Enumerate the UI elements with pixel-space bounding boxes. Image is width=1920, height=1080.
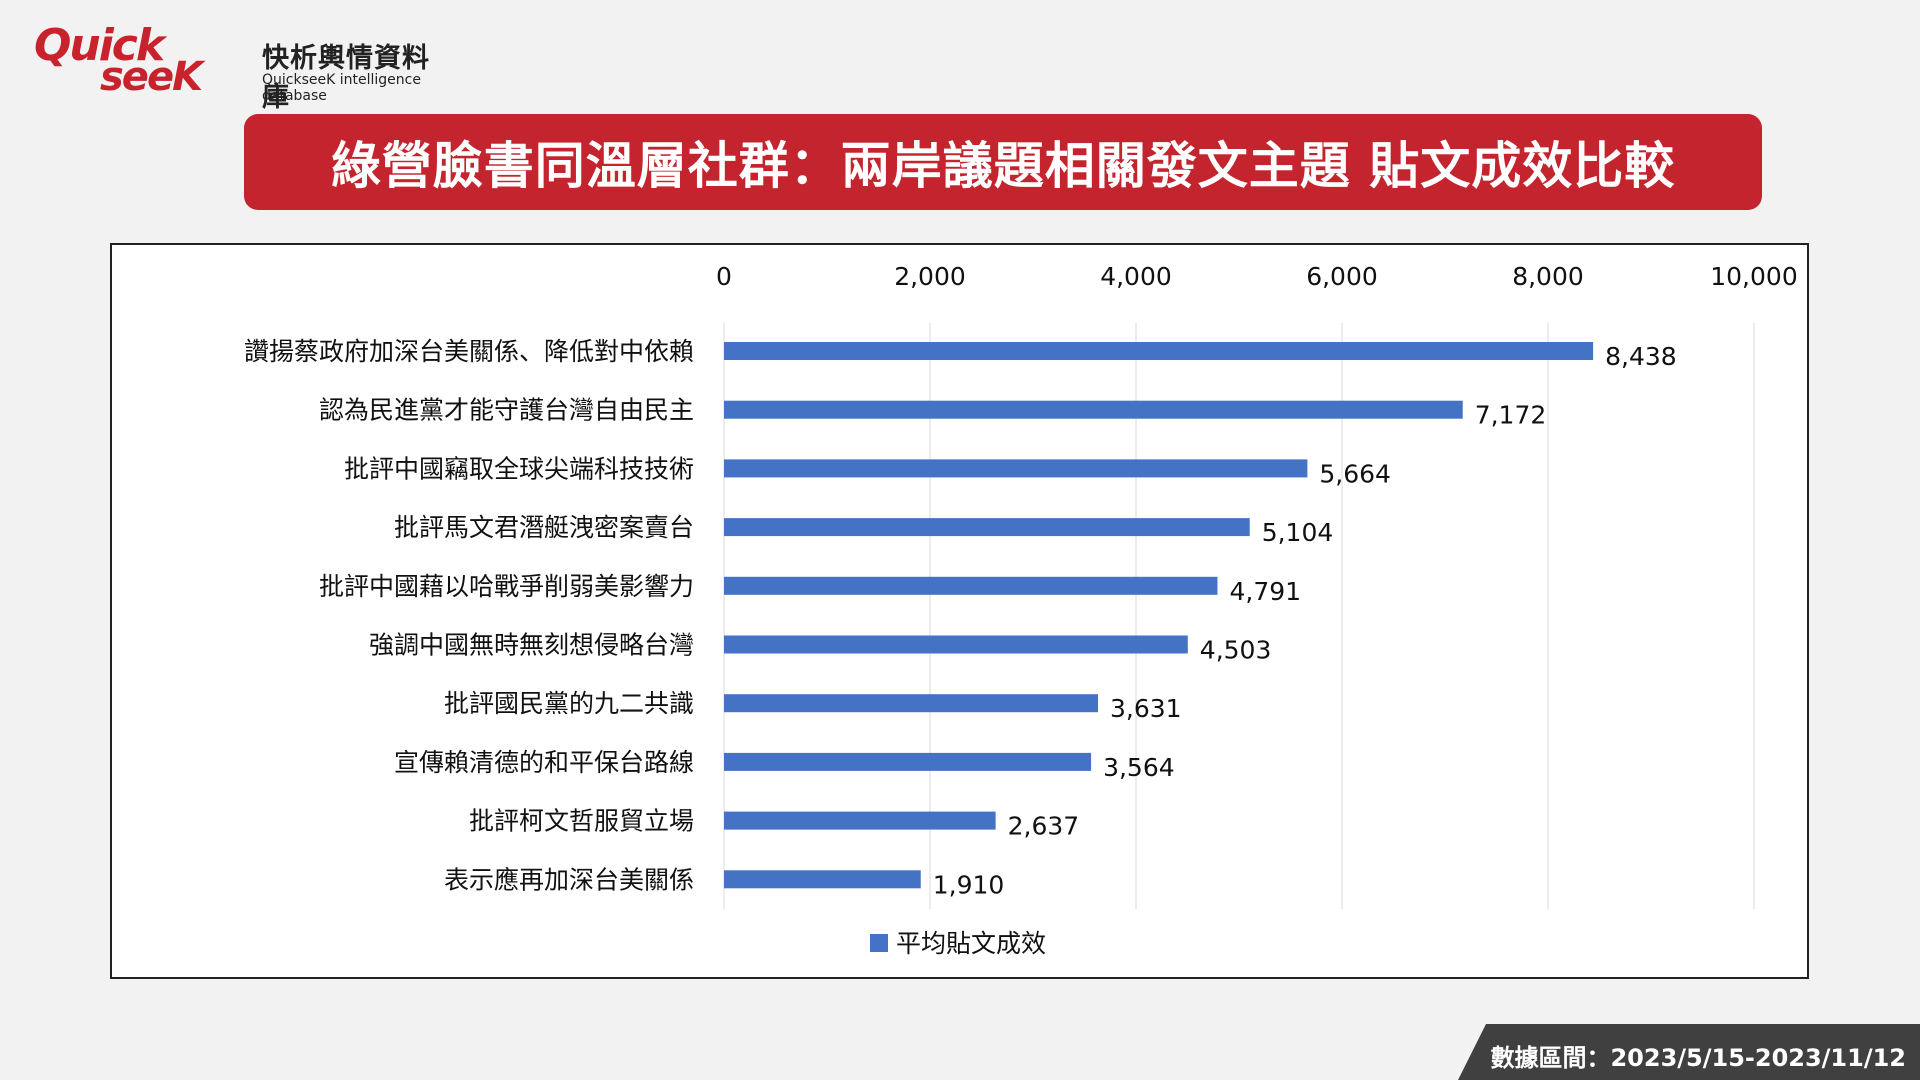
data-label: 4,503 [1200, 636, 1272, 665]
logo-seek-text: seeK [100, 54, 203, 100]
data-label: 7,172 [1475, 401, 1547, 430]
date-range-label: 數據區間：2023/5/15-2023/11/12 [1490, 1044, 1906, 1072]
category-label: 讚揚蔡政府加深台美關係、降低對中依賴 [244, 337, 694, 366]
bar [724, 400, 1463, 419]
bar [724, 518, 1250, 537]
x-tick-label: 0 [716, 262, 732, 291]
x-tick-label: 6,000 [1306, 262, 1378, 291]
bar [724, 342, 1594, 360]
bar-chart: 0 2,000 4,000 6,000 8,000 10,000 讚揚蔡政府加深台美關係、降… [244, 262, 1798, 958]
data-label: 2,637 [1008, 812, 1080, 841]
category-label: 表示應再加深台美關係 [444, 865, 694, 894]
bar [724, 870, 921, 889]
category-label: 批評馬文君潛艇洩密案賣台 [394, 513, 694, 542]
chart-panel: 0 2,000 4,000 6,000 8,000 10,000 讚揚蔡政府加深台美關係、降… [110, 243, 1809, 979]
x-tick-label: 10,000 [1710, 262, 1797, 291]
x-tick-label: 2,000 [894, 262, 966, 291]
bar [724, 811, 996, 830]
category-label: 認為民進黨才能守護台灣自由民主 [319, 396, 694, 425]
x-tick-label: 4,000 [1100, 262, 1172, 291]
bar [724, 576, 1218, 595]
category-label: 批評中國竊取全球尖端科技技術 [344, 454, 694, 483]
data-label: 4,791 [1229, 577, 1301, 606]
category-label: 批評國民黨的九二共識 [444, 689, 694, 718]
brand-name-en: QuickseeK intelligence database [262, 72, 421, 104]
brand-logo: Quick seeK 快析輿情資料庫 QuickseeK intelligenc… [30, 20, 450, 113]
footer-band [1458, 1024, 1920, 1080]
data-label: 8,438 [1605, 342, 1677, 371]
category-label: 批評柯文哲服貿立場 [469, 807, 694, 836]
category-label: 強調中國無時無刻想侵略台灣 [369, 631, 694, 660]
legend-swatch [870, 934, 888, 952]
data-label: 5,104 [1262, 518, 1334, 547]
legend-label: 平均貼文成效 [896, 929, 1046, 958]
data-label: 3,631 [1110, 694, 1182, 723]
x-tick-label: 8,000 [1512, 262, 1584, 291]
logo-quick-text: Quick [34, 20, 165, 71]
page-title: 綠營臉書同溫層社群：兩岸議題相關發文主題 貼文成效比較 [244, 114, 1762, 210]
data-label: 1,910 [933, 870, 1005, 899]
data-label: 3,564 [1103, 753, 1175, 782]
bar [724, 752, 1092, 771]
category-label: 批評中國藉以哈戰爭削弱美影響力 [319, 572, 694, 601]
bar [724, 459, 1308, 478]
data-label: 5,664 [1319, 459, 1391, 488]
brand-name-cn: 快析輿情資料庫 [262, 43, 430, 113]
category-label: 宣傳賴清德的和平保台路線 [394, 748, 694, 777]
bar [724, 635, 1188, 654]
bar [724, 694, 1098, 713]
